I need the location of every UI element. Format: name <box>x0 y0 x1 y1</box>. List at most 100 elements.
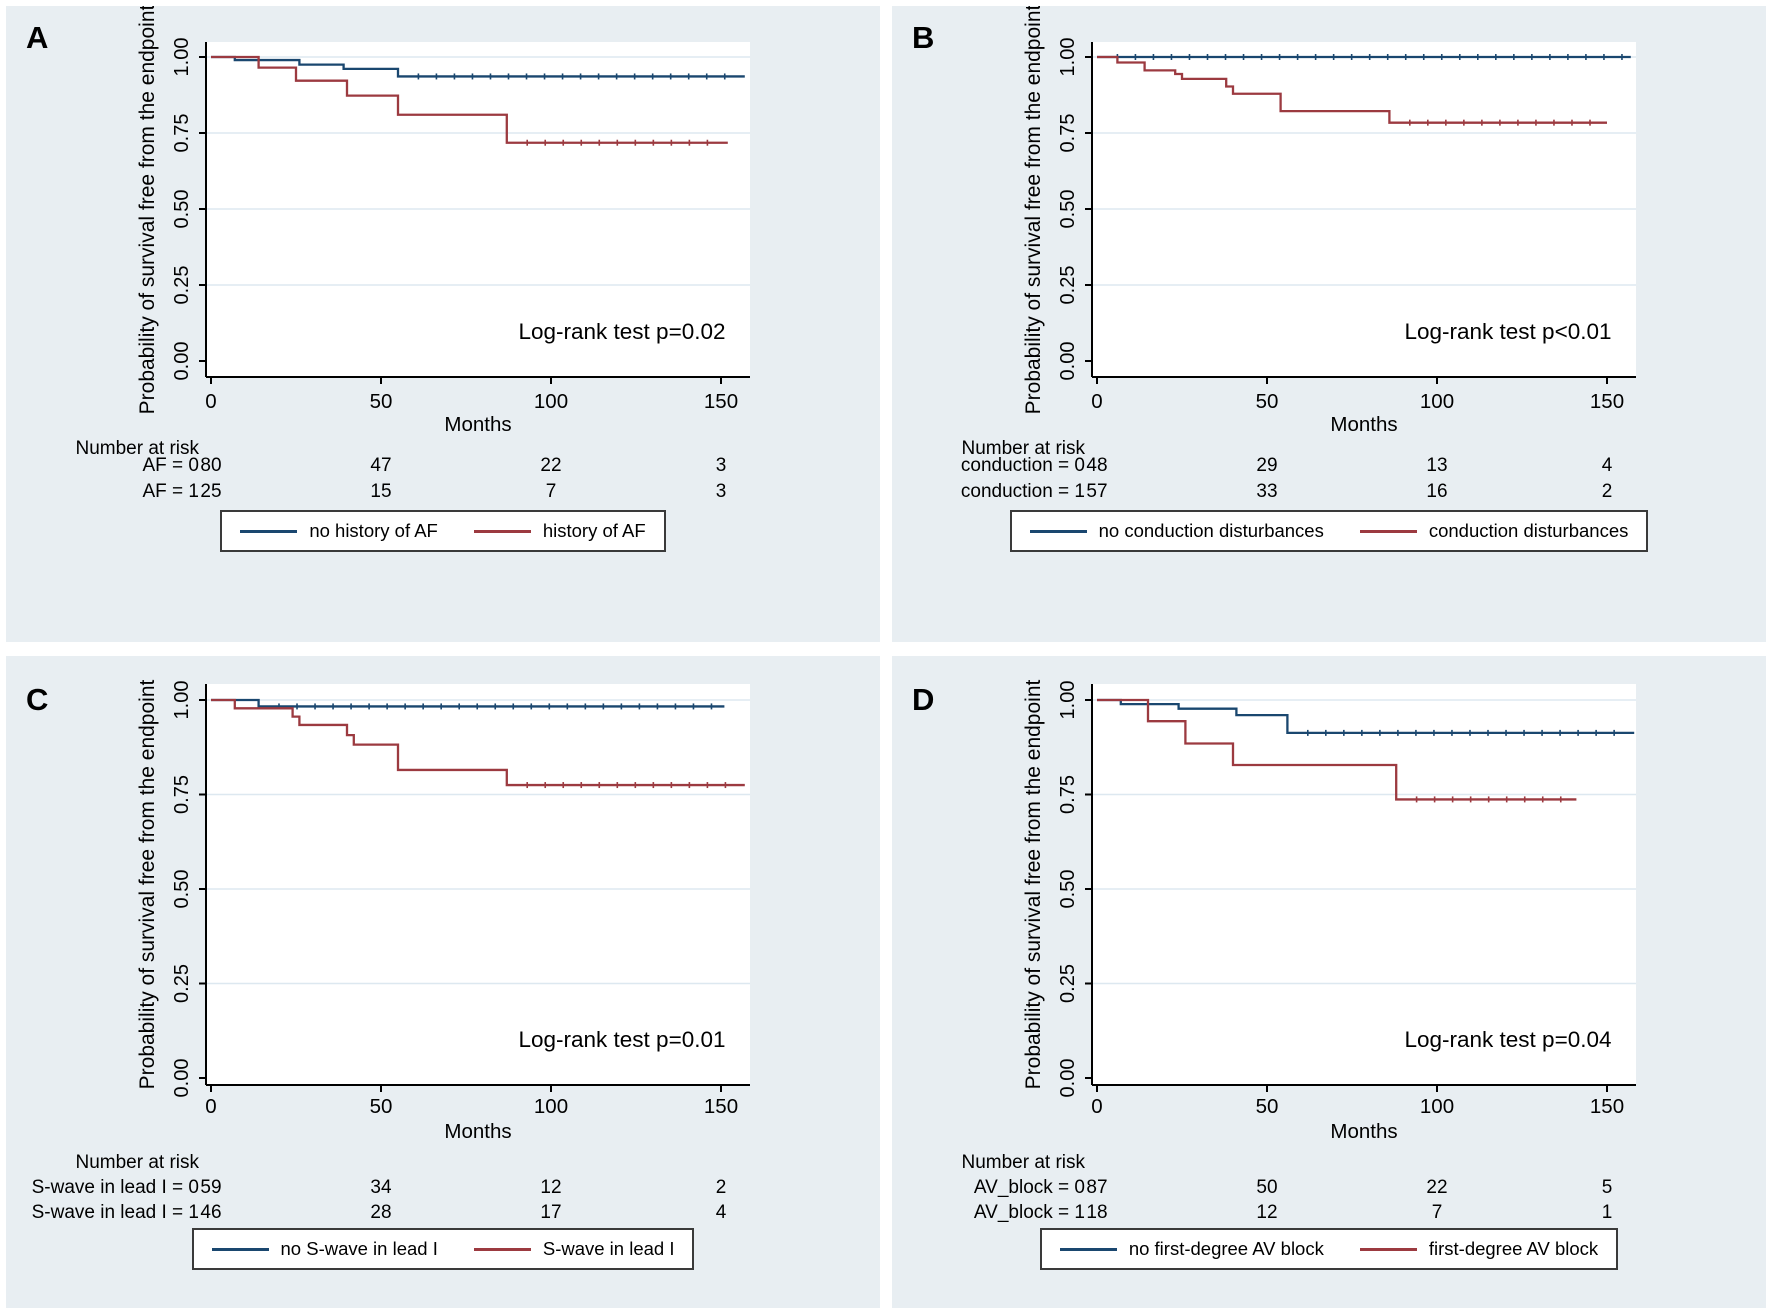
y-tick-label: 0.75 <box>1057 114 1079 153</box>
legend-label: no first-degree AV block <box>1128 1238 1324 1259</box>
legend-line-swatch-navy <box>240 529 298 533</box>
y-tick-label: 1.00 <box>1057 38 1079 77</box>
legend-line-swatch-maroon <box>1359 529 1417 533</box>
x-tick-label: 50 <box>370 390 393 413</box>
panel-a-letter: A <box>26 20 49 55</box>
legend-line-swatch-maroon <box>473 1247 531 1251</box>
x-tick-label: 150 <box>704 1095 738 1118</box>
legend-line-swatch-navy <box>1029 529 1087 533</box>
legend-box: no first-degree AV block first-degree AV … <box>1039 1228 1619 1270</box>
km-curve-navy <box>211 55 745 78</box>
x-tick-label: 50 <box>1256 390 1279 413</box>
plot-area <box>1092 684 1636 1085</box>
y-axis-title: Probability of survival free from the en… <box>1022 679 1045 1089</box>
legend-label: no history of AF <box>309 520 438 541</box>
x-axis-title: Months <box>1330 1120 1397 1143</box>
legend-entry: no first-degree AV block <box>1059 1238 1324 1260</box>
panel-b: B 0.00 0.25 0.50 0.75 1.00 0 50 100 150 Months Pro… <box>892 6 1766 642</box>
y-tick-label: 0.25 <box>171 964 193 1003</box>
y-tick-label: 0.50 <box>1057 870 1079 909</box>
panel-a: A 0.00 0.25 0.50 0.75 1.00 0 50 100 150 Months Pro… <box>6 6 880 642</box>
panel-d: D 0.00 0.25 0.50 0.75 1.00 0 50 100 150 Months Pro… <box>892 656 1766 1308</box>
legend: no S-wave in lead I S-wave in lead I <box>6 1228 880 1270</box>
x-tick-label: 50 <box>370 1095 393 1118</box>
x-tick-label: 100 <box>1420 390 1454 413</box>
legend-label: no S-wave in lead I <box>280 1238 438 1259</box>
logrank-annotation: Log-rank test p<0.01 <box>1404 319 1611 344</box>
y-axis-title: Probability of survival free from the en… <box>136 679 159 1089</box>
y-tick-label: 1.00 <box>171 681 193 720</box>
legend-entry: conduction disturbances <box>1359 520 1629 542</box>
y-tick-label: 0.75 <box>1057 775 1079 814</box>
y-tick-label: 0.50 <box>171 190 193 229</box>
y-axis-title: Probability of survival free from the en… <box>136 6 159 414</box>
y-tick-label: 0.75 <box>171 114 193 153</box>
y-tick-label: 1.00 <box>1057 681 1079 720</box>
y-tick-label: 0.50 <box>1057 190 1079 229</box>
legend-entry: no S-wave in lead I <box>211 1238 438 1260</box>
legend-box: no S-wave in lead I S-wave in lead I <box>191 1228 695 1270</box>
km-plot-d: 0.00 0.25 0.50 0.75 1.00 0 50 100 150 Months Proba… <box>1022 679 1636 1143</box>
x-tick-label: 0 <box>205 1095 216 1118</box>
y-tick-label: 0.25 <box>1057 266 1079 305</box>
panel-c: C 0.00 0.25 0.50 0.75 1.00 0 50 100 150 Months Pro… <box>6 656 880 1308</box>
km-curve-maroon <box>1097 55 1607 124</box>
legend-entry: no history of AF <box>240 520 438 542</box>
y-tick-label: 0.50 <box>171 870 193 909</box>
x-tick-label: 100 <box>1420 1095 1454 1118</box>
km-curve-maroon <box>211 698 745 787</box>
legend-entry: S-wave in lead I <box>473 1238 675 1260</box>
y-tick-label: 0.00 <box>1057 1059 1079 1098</box>
legend-entry: no conduction disturbances <box>1029 520 1324 542</box>
km-plot-a: 0.00 0.25 0.50 0.75 1.00 0 50 100 150 Months Proba… <box>136 6 750 436</box>
x-tick-label: 0 <box>1091 1095 1102 1118</box>
legend-entry: history of AF <box>473 520 646 542</box>
logrank-annotation: Log-rank test p=0.01 <box>518 1027 725 1052</box>
legend-box: no conduction disturbances conduction dis… <box>1009 510 1649 552</box>
legend: no history of AF history of AF <box>6 510 880 552</box>
x-axis-title: Months <box>1330 413 1397 436</box>
y-tick-label: 0.25 <box>1057 964 1079 1003</box>
legend: no first-degree AV block first-degree AV … <box>892 1228 1766 1270</box>
panel-b-letter: B <box>912 20 935 55</box>
km-curve-maroon <box>211 55 728 144</box>
legend-label: conduction disturbances <box>1428 520 1629 541</box>
x-tick-label: 0 <box>1091 390 1102 413</box>
y-tick-label: 0.25 <box>171 266 193 305</box>
x-axis-title: Months <box>444 1120 511 1143</box>
km-curve-maroon <box>1097 698 1577 801</box>
legend-box: no history of AF history of AF <box>220 510 666 552</box>
logrank-annotation: Log-rank test p=0.02 <box>518 319 725 344</box>
x-tick-label: 150 <box>704 390 738 413</box>
legend-line-swatch-maroon <box>1359 1247 1417 1251</box>
panel-c-letter: C <box>26 682 49 717</box>
y-tick-label: 0.00 <box>1057 342 1079 381</box>
legend-label: history of AF <box>542 520 646 541</box>
legend-line-swatch-maroon <box>473 529 531 533</box>
x-tick-label: 100 <box>534 1095 568 1118</box>
legend-label: first-degree AV block <box>1428 1238 1599 1259</box>
km-plot-c: 0.00 0.25 0.50 0.75 1.00 0 50 100 150 Months Proba… <box>136 679 750 1143</box>
y-axis-title: Probability of survival free from the en… <box>1022 6 1045 414</box>
y-tick-label: 0.00 <box>171 342 193 381</box>
plot-area <box>206 684 750 1085</box>
y-tick-label: 0.75 <box>171 775 193 814</box>
y-tick-label: 0.00 <box>171 1059 193 1098</box>
km-plot-b: 0.00 0.25 0.50 0.75 1.00 0 50 100 150 Months Proba… <box>1022 6 1636 436</box>
legend: no conduction disturbances conduction dis… <box>892 510 1766 552</box>
legend-line-swatch-navy <box>1059 1247 1117 1251</box>
legend-label: no conduction disturbances <box>1098 520 1324 541</box>
legend-line-swatch-navy <box>211 1247 269 1251</box>
x-tick-label: 50 <box>1256 1095 1279 1118</box>
logrank-annotation: Log-rank test p=0.04 <box>1404 1027 1611 1052</box>
legend-label: S-wave in lead I <box>542 1238 675 1259</box>
km-curve-navy <box>1097 698 1635 735</box>
x-tick-label: 0 <box>205 390 216 413</box>
x-tick-label: 150 <box>1590 390 1624 413</box>
x-tick-label: 100 <box>534 390 568 413</box>
panel-d-letter: D <box>912 682 935 717</box>
x-tick-label: 150 <box>1590 1095 1624 1118</box>
y-tick-label: 1.00 <box>171 38 193 77</box>
legend-entry: first-degree AV block <box>1359 1238 1599 1260</box>
